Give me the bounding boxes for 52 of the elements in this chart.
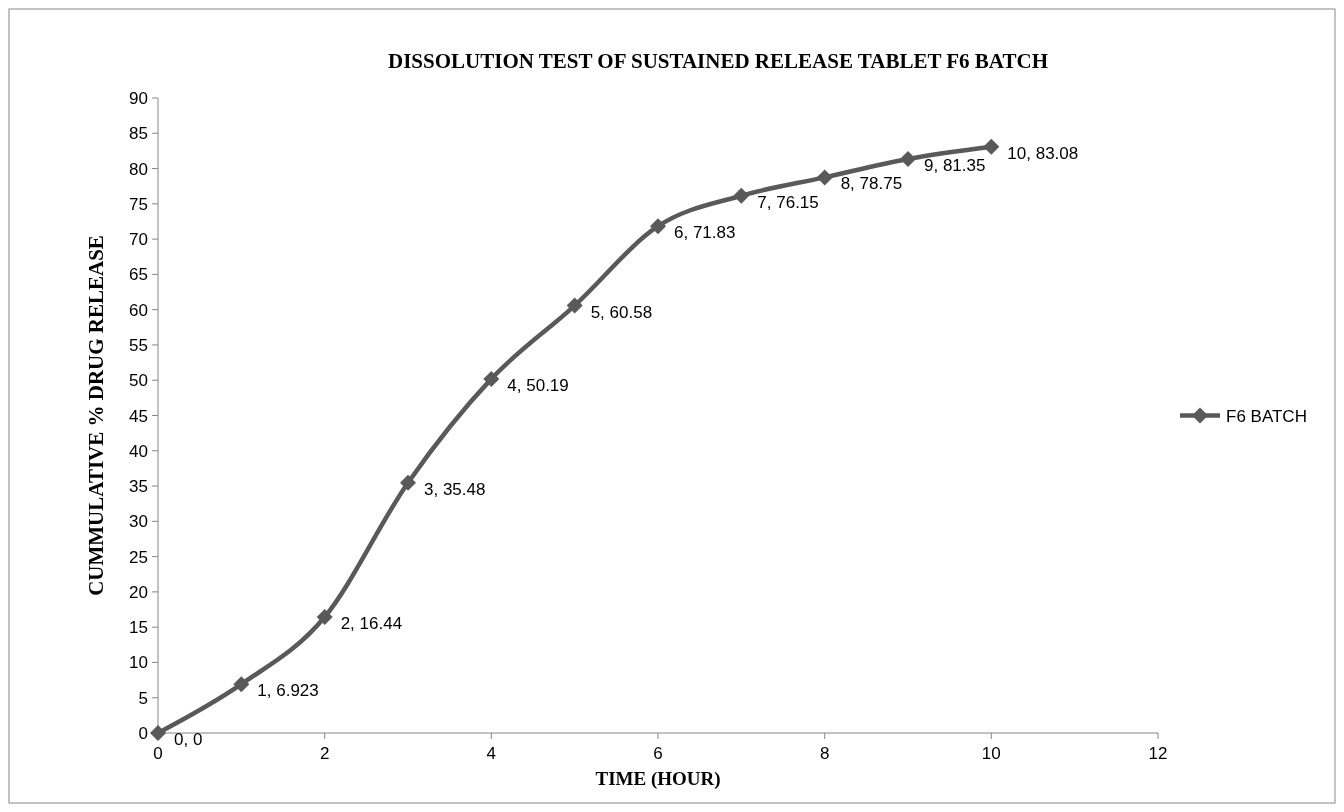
point [900, 151, 916, 168]
y-tick-label: 55 [129, 335, 148, 355]
data-label: 1, 6.923 [257, 681, 319, 701]
data-label: 10, 83.08 [1007, 143, 1079, 163]
y-tick-label: 25 [129, 547, 148, 567]
point [233, 676, 250, 693]
legend-label: F6 BATCH [1226, 406, 1307, 426]
x-tick-label: 12 [1148, 744, 1168, 763]
y-tick-label: 80 [129, 159, 148, 179]
x-axis-title: TIME (HOUR) [595, 768, 721, 790]
y-tick-label: 65 [129, 265, 148, 285]
point [566, 297, 583, 314]
y-tick-label: 30 [129, 512, 148, 532]
y-tick-label: 75 [129, 194, 148, 214]
data-label: 7, 76.15 [757, 192, 819, 212]
y-tick-label: 45 [129, 406, 148, 426]
point [400, 474, 416, 491]
data-label: 0, 0 [174, 730, 203, 749]
x-tick-label: 4 [486, 744, 497, 763]
data-label: 8, 78.75 [840, 174, 903, 194]
y-tick-label: 50 [129, 371, 148, 391]
y-tick-label: 85 [129, 124, 148, 144]
y-tick-label: 5 [138, 688, 148, 708]
chart-title: DISSOLUTION TEST OF SUSTAINED RELEASE TABLET F6 BATCH [388, 49, 1048, 73]
point [483, 370, 500, 387]
x-tick-label: 2 [319, 744, 330, 763]
data-label: 3, 35.48 [424, 479, 486, 499]
point [733, 187, 750, 204]
y-tick-label: 20 [129, 582, 148, 602]
y-tick-label: 70 [129, 230, 148, 250]
data-label: 2, 16.44 [340, 614, 403, 634]
x-tick-label: 8 [819, 744, 830, 763]
y-tick-label: 10 [129, 653, 148, 673]
x-tick-label: 6 [653, 744, 663, 763]
y-tick-label: 60 [129, 300, 148, 320]
data-label: 6, 71.83 [674, 223, 736, 243]
point [316, 609, 333, 626]
y-tick-label: 35 [129, 477, 148, 497]
point [983, 138, 1000, 155]
y-tick-label: 40 [129, 441, 148, 461]
data-label: 4, 50.19 [507, 375, 569, 395]
y-tick-label: 0 [138, 724, 148, 743]
x-tick-label: 10 [981, 744, 1001, 763]
x-tick-label: 0 [153, 744, 163, 763]
y-tick-label: 15 [129, 618, 148, 638]
y-tick-label: 90 [129, 89, 148, 108]
point [650, 218, 666, 235]
point [150, 725, 166, 741]
y-axis-title: CUMMULATIVE % DRUG RELEASE [84, 235, 108, 596]
data-label: 9, 81.35 [924, 156, 986, 176]
point [816, 169, 833, 186]
data-label: 5, 60.58 [590, 302, 653, 322]
